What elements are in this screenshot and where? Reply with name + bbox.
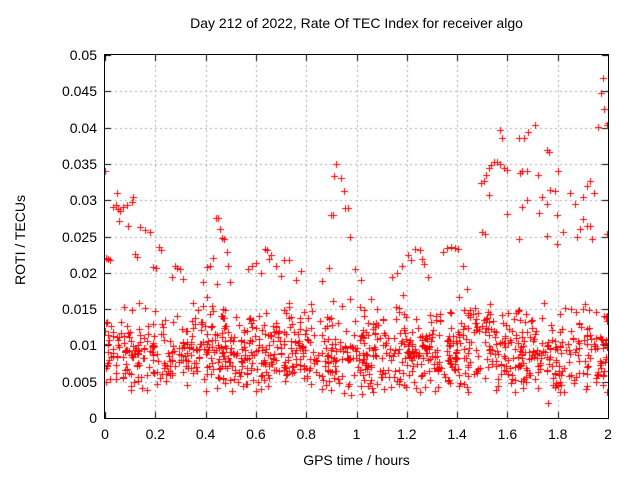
x-tick-label: 0.4 xyxy=(195,426,216,442)
y-tick-label: 0.05 xyxy=(69,47,97,63)
plot-area xyxy=(104,54,609,419)
y-tick-label: 0.035 xyxy=(61,155,97,172)
x-tick-label: 0.8 xyxy=(296,426,316,442)
y-tick-label: 0.025 xyxy=(61,228,97,245)
y-tick-label: 0.03 xyxy=(69,192,97,209)
y-tick-label: 0.04 xyxy=(69,119,97,136)
x-tick-label: 1.6 xyxy=(497,426,518,442)
x-tick-label: 1.8 xyxy=(547,426,568,442)
y-tick-label: 0.02 xyxy=(69,264,97,281)
y-tick-label: 0.045 xyxy=(61,83,97,100)
x-tick-label: 0.6 xyxy=(246,426,266,442)
y-tick-label: 0.005 xyxy=(61,373,97,390)
x-tick-label: 1.4 xyxy=(447,426,467,442)
x-tick-label: 1.2 xyxy=(397,426,417,442)
x-tick-label: 1 xyxy=(352,426,361,442)
x-axis-title: GPS time / hours xyxy=(303,452,410,468)
plot-canvas xyxy=(105,55,608,418)
x-tick-label: 0.2 xyxy=(145,426,166,442)
x-tick-label: 2 xyxy=(604,426,612,442)
chart-title: Day 212 of 2022, Rate Of TEC Index for r… xyxy=(190,15,523,31)
y-tick-label: 0.015 xyxy=(61,301,97,318)
x-tick-label: 0 xyxy=(101,426,109,442)
y-tick-label: 0 xyxy=(89,410,97,426)
y-tick-label: 0.01 xyxy=(69,337,97,354)
